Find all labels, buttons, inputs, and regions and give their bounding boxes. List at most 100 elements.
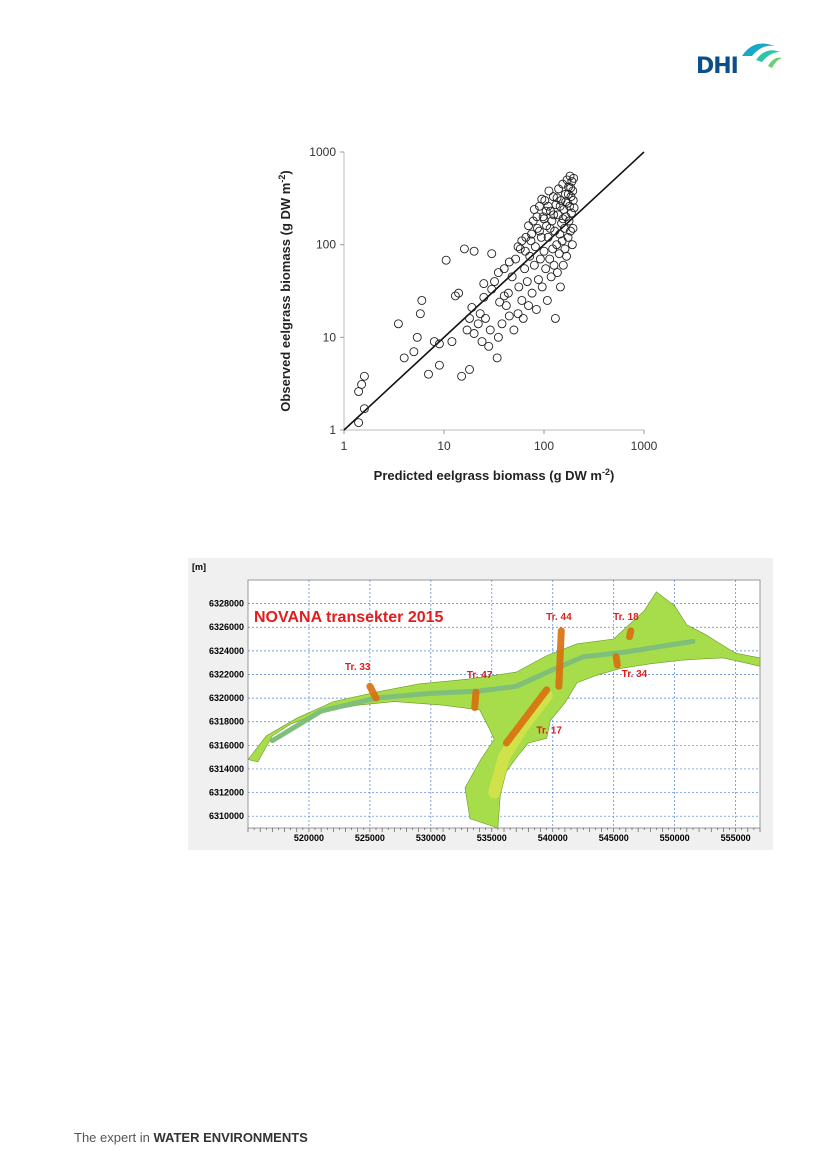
data-point	[559, 223, 569, 233]
data-point	[493, 332, 503, 342]
y-tick-label: 6324000	[209, 646, 244, 656]
x-tick-label: 1	[341, 439, 348, 453]
data-point	[552, 268, 562, 278]
y-tick-label: 1	[329, 423, 336, 437]
data-point	[568, 186, 578, 196]
data-point	[549, 260, 559, 270]
data-point	[359, 371, 369, 381]
map-title: NOVANA transekter 2015	[254, 609, 444, 626]
x-tick-label: 545000	[599, 833, 629, 843]
data-point	[507, 272, 517, 282]
y-tick-label: 6314000	[209, 764, 244, 774]
data-point	[566, 208, 576, 218]
data-point	[473, 319, 483, 329]
data-point	[487, 284, 497, 294]
data-point	[555, 282, 565, 292]
data-point	[487, 249, 497, 259]
y-tick-label: 1000	[309, 145, 336, 159]
data-point	[412, 332, 422, 342]
transect-label: Tr. 17	[536, 726, 562, 737]
data-point	[569, 173, 579, 183]
transect-label: Tr. 44	[546, 612, 572, 623]
data-point	[554, 249, 564, 259]
data-point	[560, 244, 570, 254]
y-tick-label: 10	[323, 330, 337, 344]
data-point	[509, 325, 519, 335]
data-point	[454, 288, 464, 298]
data-point	[459, 244, 469, 254]
transect-line	[555, 627, 565, 690]
transect-line	[612, 653, 621, 669]
data-point	[569, 203, 579, 213]
transect-line	[471, 688, 480, 712]
data-point	[527, 288, 537, 298]
data-point	[539, 246, 549, 256]
data-point	[558, 214, 568, 224]
data-point	[469, 329, 479, 338]
y-tick-label: 6316000	[209, 740, 244, 750]
data-point	[429, 337, 439, 347]
wave-icon	[742, 43, 782, 68]
data-point	[566, 183, 576, 193]
data-point	[497, 319, 507, 329]
y-tick-label: 6326000	[209, 622, 244, 632]
data-point	[475, 309, 485, 319]
y-axis-title: Observed eelgrass biomass (g DW m-2)	[277, 170, 293, 411]
x-axis-title: Predicted eelgrass biomass (g DW m-2)	[374, 467, 615, 483]
data-point	[417, 296, 427, 305]
transect-map: [m] 520000 525000 530000 535000 540000 545000 5…	[188, 558, 773, 850]
reference-line-1-to-1	[343, 151, 645, 431]
data-point	[554, 184, 564, 194]
data-point	[479, 279, 489, 289]
data-point	[499, 264, 509, 274]
data-point	[477, 337, 487, 347]
y-tick-label: 6310000	[209, 811, 244, 821]
data-point	[563, 232, 573, 242]
data-point	[469, 246, 479, 256]
data-point	[537, 282, 547, 292]
data-point	[542, 296, 552, 305]
data-point	[522, 277, 532, 286]
data-point	[526, 236, 536, 246]
y-tick-label: 6312000	[209, 788, 244, 798]
data-point	[525, 251, 535, 261]
y-tick-label: 6328000	[209, 599, 244, 609]
data-point	[527, 229, 536, 239]
logo-text: DHI	[696, 54, 739, 79]
data-point	[424, 369, 433, 379]
y-tick-label: 6318000	[209, 717, 244, 727]
dhi-logo: DHI	[692, 36, 782, 86]
data-point	[359, 404, 369, 414]
data-point	[534, 226, 544, 236]
data-point	[434, 339, 444, 349]
x-tick-label: 525000	[355, 833, 385, 843]
data-point	[535, 254, 545, 264]
data-point	[357, 380, 367, 389]
data-point	[515, 244, 525, 254]
data-point	[541, 206, 551, 216]
data-point	[568, 223, 578, 233]
data-point	[513, 309, 523, 319]
data-point	[354, 418, 364, 428]
data-point	[533, 275, 543, 285]
data-point	[548, 192, 558, 202]
data-point	[532, 212, 542, 222]
x-tick-label: 530000	[416, 833, 446, 843]
data-point	[520, 264, 530, 274]
data-point	[524, 301, 533, 311]
data-point	[481, 313, 490, 323]
x-tick-label: 10	[437, 439, 451, 453]
data-point	[450, 291, 460, 301]
data-point	[499, 291, 509, 301]
data-point	[550, 313, 560, 323]
transect-label: Tr. 33	[345, 662, 371, 673]
x-tick-label: 1000	[631, 439, 658, 453]
data-point	[543, 232, 553, 242]
data-point	[555, 229, 565, 239]
data-point	[545, 223, 555, 233]
data-point	[462, 325, 472, 335]
data-point	[524, 221, 533, 231]
transect-label: Tr. 34	[622, 669, 648, 680]
data-point	[457, 371, 467, 381]
data-point	[409, 347, 419, 357]
